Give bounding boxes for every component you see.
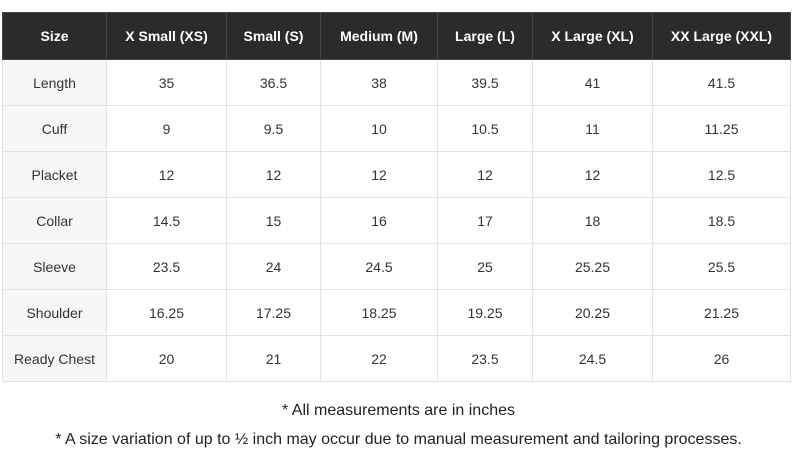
header-cell: Small (S) <box>226 12 321 60</box>
row-label: Placket <box>2 151 107 198</box>
cell: 9 <box>106 105 227 152</box>
row-label: Ready Chest <box>2 335 107 382</box>
table-row: Ready Chest 20 21 22 23.5 24.5 26 <box>2 335 791 382</box>
cell: 24.5 <box>320 243 438 290</box>
table-row: Cuff 9 9.5 10 10.5 11 11.25 <box>2 105 791 152</box>
cell: 39.5 <box>437 59 533 106</box>
table-row: Length 35 36.5 38 39.5 41 41.5 <box>2 59 791 106</box>
cell: 11.25 <box>652 105 791 152</box>
cell: 19.25 <box>437 289 533 336</box>
row-label: Sleeve <box>2 243 107 290</box>
cell: 16.25 <box>106 289 227 336</box>
cell: 24 <box>226 243 321 290</box>
cell: 23.5 <box>106 243 227 290</box>
cell: 10 <box>320 105 438 152</box>
table-row: Shoulder 16.25 17.25 18.25 19.25 20.25 21.25 <box>2 289 791 336</box>
row-label: Cuff <box>2 105 107 152</box>
cell: 12 <box>226 151 321 198</box>
cell: 36.5 <box>226 59 321 106</box>
cell: 12.5 <box>652 151 791 198</box>
table-row: Sleeve 23.5 24 24.5 25 25.25 25.5 <box>2 243 791 290</box>
cell: 16 <box>320 197 438 244</box>
header-cell: X Small (XS) <box>106 12 227 60</box>
cell: 20 <box>106 335 227 382</box>
cell: 41 <box>532 59 653 106</box>
cell: 18.25 <box>320 289 438 336</box>
cell: 23.5 <box>437 335 533 382</box>
cell: 18.5 <box>652 197 791 244</box>
row-label: Length <box>2 59 107 106</box>
cell: 25.5 <box>652 243 791 290</box>
table-row: Placket 12 12 12 12 12 12.5 <box>2 151 791 198</box>
cell: 15 <box>226 197 321 244</box>
cell: 21.25 <box>652 289 791 336</box>
cell: 12 <box>437 151 533 198</box>
header-cell: Large (L) <box>437 12 533 60</box>
cell: 21 <box>226 335 321 382</box>
header-cell: Medium (M) <box>320 12 438 60</box>
header-cell: X Large (XL) <box>532 12 653 60</box>
size-table: Size X Small (XS) Small (S) Medium (M) Large… <box>2 12 791 382</box>
cell: 41.5 <box>652 59 791 106</box>
row-label: Shoulder <box>2 289 107 336</box>
cell: 12 <box>532 151 653 198</box>
note: * A size variation of up to ½ inch may o… <box>55 431 742 448</box>
cell: 25 <box>437 243 533 290</box>
header-cell: Size <box>2 12 107 60</box>
cell: 22 <box>320 335 438 382</box>
cell: 17 <box>437 197 533 244</box>
cell: 20.25 <box>532 289 653 336</box>
cell: 26 <box>652 335 791 382</box>
cell: 10.5 <box>437 105 533 152</box>
cell: 25.25 <box>532 243 653 290</box>
cell: 11 <box>532 105 653 152</box>
cell: 17.25 <box>226 289 321 336</box>
cell: 35 <box>106 59 227 106</box>
cell: 24.5 <box>532 335 653 382</box>
row-label: Collar <box>2 197 107 244</box>
cell: 12 <box>320 151 438 198</box>
cell: 18 <box>532 197 653 244</box>
header-cell: XX Large (XXL) <box>652 12 791 60</box>
table-body: Length 35 36.5 38 39.5 41 41.5 Cuff 9 9.5 10 10.5 11… <box>2 59 791 382</box>
note: * All measurements are in inches <box>282 402 515 419</box>
cell: 9.5 <box>226 105 321 152</box>
cell: 38 <box>320 59 438 106</box>
table-row: Collar 14.5 15 16 17 18 18.5 <box>2 197 791 244</box>
cell: 14.5 <box>106 197 227 244</box>
cell: 12 <box>106 151 227 198</box>
header-row: Size X Small (XS) Small (S) Medium (M) Large… <box>2 12 791 60</box>
